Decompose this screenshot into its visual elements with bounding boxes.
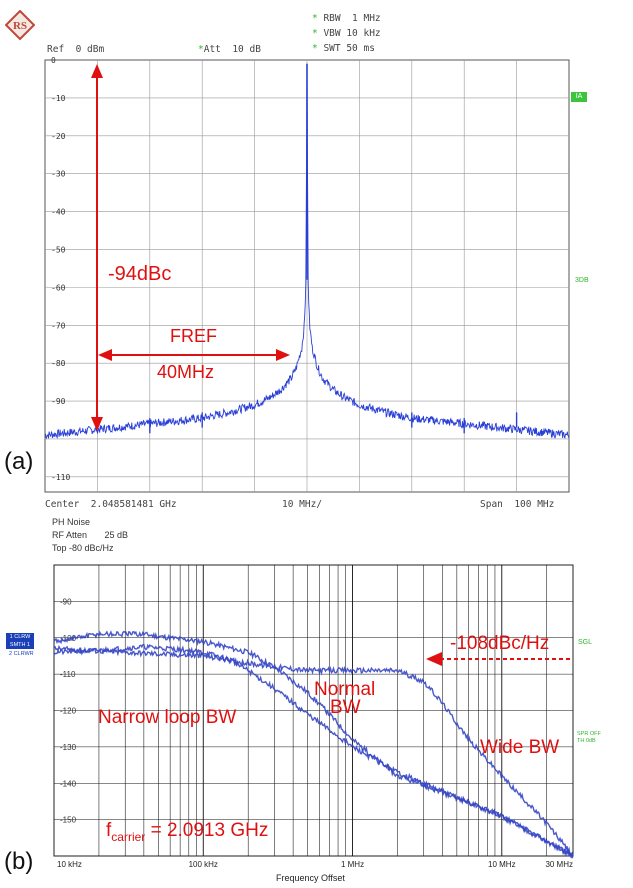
y-tick-label: -80 <box>51 359 66 368</box>
span-label: Span 100 MHz <box>480 499 555 510</box>
y-tick-label: -110 <box>60 670 76 679</box>
x-tick-label: 10 MHz <box>488 860 516 869</box>
3db-indicator: 3DB <box>575 277 589 284</box>
floor-annotation: -108dBc/Hz <box>450 633 550 654</box>
division-label: 10 MHz/ <box>282 499 323 510</box>
fref-annotation: FREF <box>170 326 217 346</box>
trace1-smoothing: SMTH 1 <box>9 642 31 648</box>
y-tick-label: -70 <box>51 321 66 330</box>
center-frequency-label: Center 2.048581481 GHz <box>45 499 177 510</box>
phase-noise-trace-3 <box>53 644 574 858</box>
y-tick-label: -110 <box>51 473 70 482</box>
x-axis-title: Frequency Offset <box>276 873 345 883</box>
y-tick-label: -140 <box>60 779 77 788</box>
x-tick-label: 100 kHz <box>189 860 218 869</box>
trace1-mode: 1 CLRW <box>9 634 31 640</box>
y-tick-label: -90 <box>51 397 66 406</box>
y-tick-label: 0 <box>51 56 56 65</box>
y-tick-label: -40 <box>51 208 66 217</box>
panel-b-tag: (b) <box>4 848 34 875</box>
normal-bw-annotation-line2: BW <box>330 697 361 718</box>
y-tick-label: -30 <box>51 170 66 179</box>
ref-level-label: Ref 0 dBm <box>47 44 105 55</box>
trace1-indicator: 1 CLRW SMTH 1 <box>6 633 34 649</box>
wide-bw-annotation: Wide BW <box>480 737 560 758</box>
logo-icon: RS <box>5 10 35 40</box>
normal-bw-annotation-line1: Normal <box>314 679 376 700</box>
y-tick-label: -10 <box>51 94 66 103</box>
offset-annotation: 40MHz <box>157 362 215 382</box>
carrier-subscript: carrier <box>111 829 146 844</box>
carrier-frequency-annotation: fcarrier = 2.0913 GHz <box>106 820 268 844</box>
ph-noise-title: PH Noise <box>52 517 91 527</box>
carrier-f: f <box>106 820 112 841</box>
y-tick-label: -150 <box>60 816 77 825</box>
phase-noise-trace-1 <box>53 643 574 857</box>
vbw-label: VBW 10 kHz <box>323 28 381 39</box>
trace2-indicator: 2 CLRWR <box>9 651 34 657</box>
rf-atten-label: RF Atten 25 dB <box>52 530 129 540</box>
fref-arrow-head-left <box>98 349 112 361</box>
x-tick-label: 1 MHz <box>341 860 364 869</box>
y-tick-label: -20 <box>51 132 66 141</box>
y-tick-label: -60 <box>51 283 66 292</box>
spur-off-indicator: SPR OFF <box>577 731 601 737</box>
svg-text:RS: RS <box>13 20 27 32</box>
y-tick-label: -90 <box>60 597 72 606</box>
dbc-arrow-head-bottom <box>91 417 103 431</box>
y-tick-label: -120 <box>60 707 77 716</box>
panel-a-tag: (a) <box>4 448 34 475</box>
carrier-value: = 2.0913 GHz <box>145 820 269 841</box>
top-level-label: Top -80 dBc/Hz <box>52 543 114 553</box>
swt-label: SWT 50 ms <box>323 43 375 54</box>
attenuation-label: Att 10 dB <box>203 44 261 55</box>
sgl-indicator: SGL <box>578 639 593 646</box>
x-tick-label: 30 MHz <box>545 860 573 869</box>
y-tick-label: -50 <box>51 245 66 254</box>
dbc-arrow-head-top <box>91 64 103 78</box>
floor-arrow-head <box>426 652 442 666</box>
y-tick-label: -130 <box>60 743 77 752</box>
narrow-bw-annotation: Narrow loop BW <box>98 707 237 728</box>
spectrum-chart: 0 -10 -20 -30 -40 -50 -60 -70 -80 -90 -110 <box>44 56 570 493</box>
threshold-indicator: TH 0dB <box>577 738 596 744</box>
dbc-annotation: -94dBc <box>108 263 172 285</box>
rbw-label: RBW 1 MHz <box>323 13 381 24</box>
fref-arrow-head-right <box>276 349 290 361</box>
x-tick-label: 10 kHz <box>57 860 82 869</box>
phase-noise-trace-2 <box>53 630 574 859</box>
ia-indicator: IA <box>571 92 587 102</box>
